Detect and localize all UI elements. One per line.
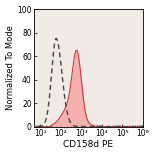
Y-axis label: Normalized To Mode: Normalized To Mode: [6, 25, 15, 110]
X-axis label: CD158d PE: CD158d PE: [64, 140, 113, 149]
